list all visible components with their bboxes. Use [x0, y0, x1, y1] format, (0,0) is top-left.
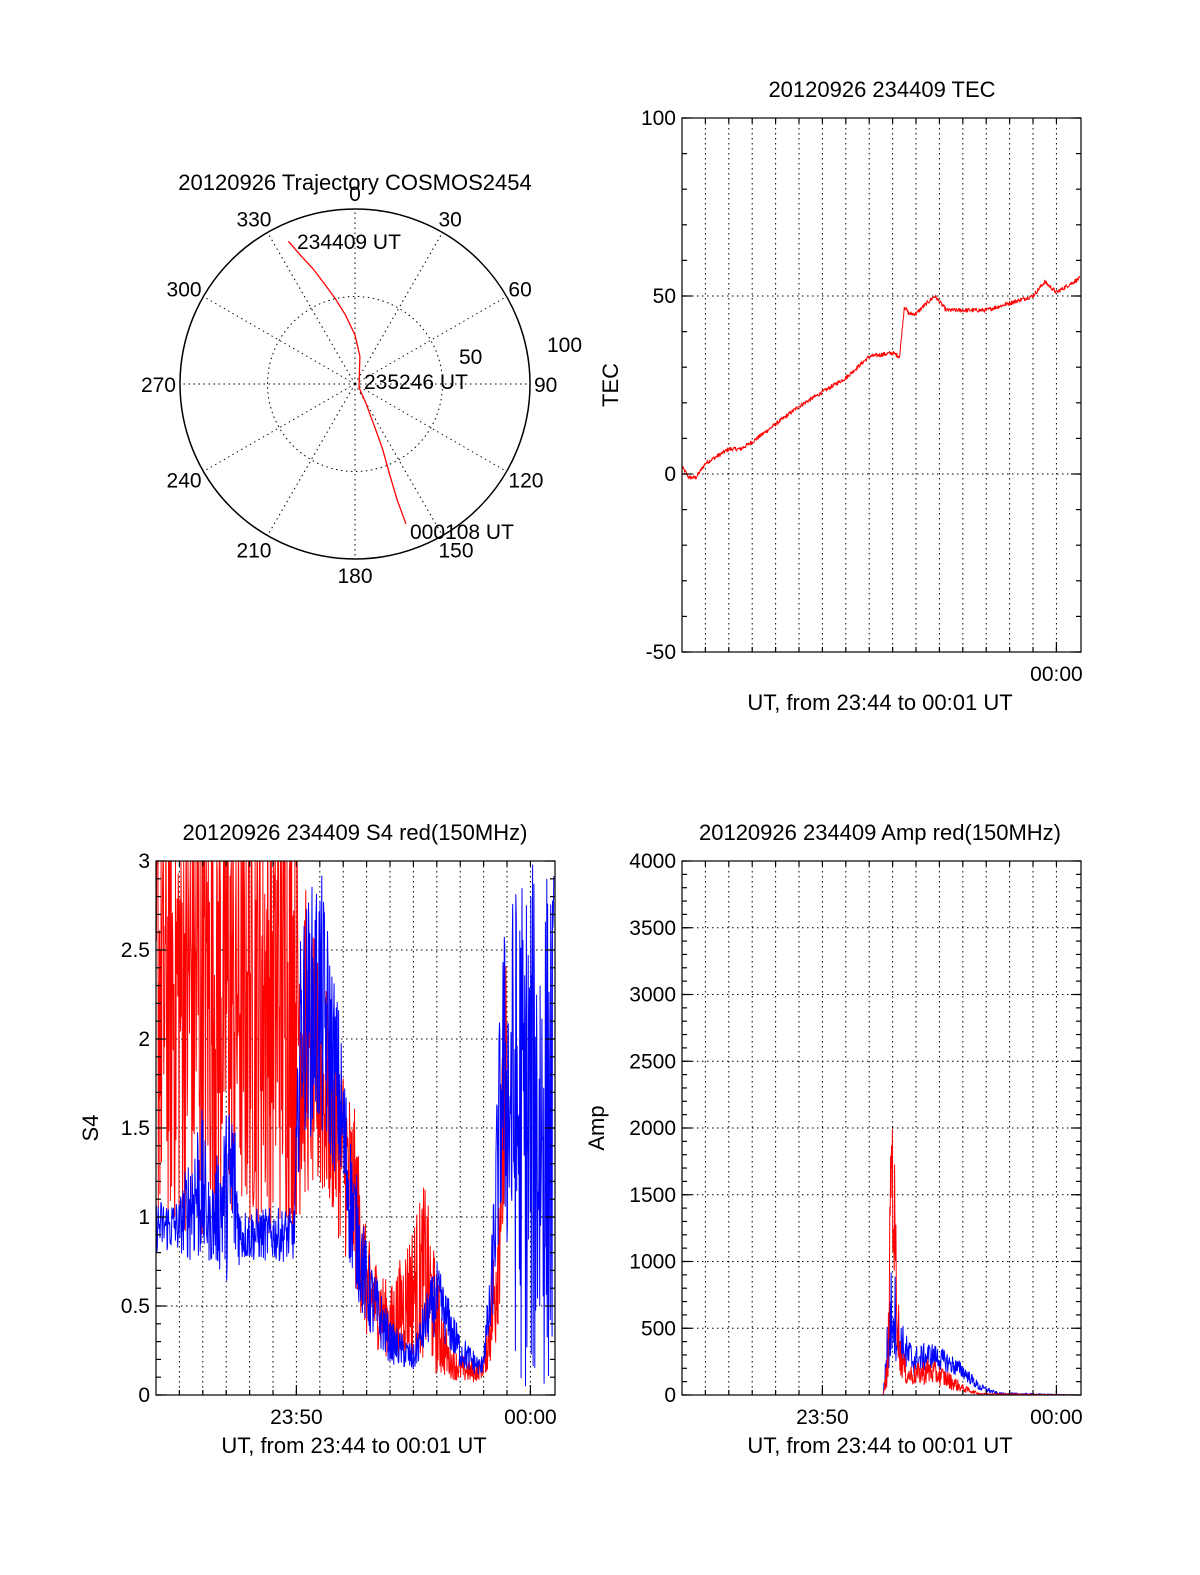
y-tick-label: 1 — [138, 1206, 150, 1229]
trajectory-start-label: 234409 UT — [297, 231, 401, 254]
y-tick-label: 1000 — [629, 1251, 676, 1274]
polar-grid-spoke — [354, 383, 507, 472]
amp-series-line-red — [681, 1128, 1080, 1396]
y-tick-label: 1.5 — [121, 1117, 150, 1140]
y-tick-label: 0 — [664, 463, 676, 486]
polar-grid-spoke — [354, 296, 507, 385]
tec-grid — [682, 118, 1081, 652]
y-tick-label: 1500 — [629, 1184, 676, 1207]
polar-grid-spoke — [203, 383, 356, 472]
amp-panel: 20120926 234409 Amp red(150MHz) 0 500 1000… — [584, 820, 1083, 1458]
polar-grid-spoke — [354, 383, 443, 536]
y-tick-label: 2.5 — [121, 939, 150, 962]
azimuth-label: 180 — [337, 565, 372, 588]
amp-series-line-blue — [681, 1272, 1080, 1396]
amp-ylabel: Amp — [584, 1105, 609, 1150]
radial-label-50: 50 — [459, 346, 482, 369]
azimuth-label: 150 — [439, 539, 474, 562]
y-tick-label: 0.5 — [121, 1295, 150, 1318]
y-tick-label: 3 — [138, 850, 150, 873]
y-tick-label: -50 — [646, 641, 676, 664]
amp-frame — [681, 860, 1082, 1396]
polar-grid-ring-50 — [267, 296, 443, 472]
y-tick-label: 3500 — [629, 917, 676, 940]
s4-series-line-red — [155, 860, 508, 1383]
trajectory-line — [287, 240, 407, 525]
azimuth-label: 300 — [167, 279, 202, 302]
s4-panel: 20120926 234409 S4 red(150MHz) 0 0.5 1 1.5 2… — [78, 820, 557, 1458]
radial-label-100: 100 — [547, 334, 582, 357]
polar-plot: 20120926 Trajectory COSMOS2454 0 30 60 90 12… — [141, 170, 582, 588]
azimuth-label: 210 — [236, 539, 271, 562]
y-tick-label: 2 — [138, 1028, 150, 1051]
azimuth-label: 120 — [508, 470, 543, 493]
y-tick-label: 100 — [641, 107, 676, 130]
amp-title: 20120926 234409 Amp red(150MHz) — [699, 820, 1061, 845]
polar-grid-spoke — [267, 383, 356, 536]
polar-grid-spoke — [354, 232, 443, 385]
polar-grid — [180, 209, 530, 559]
amp-series — [681, 1128, 1080, 1396]
amp-grid — [682, 861, 1081, 1395]
tec-series-line-red — [681, 276, 1081, 480]
tec-xlabel: UT, from 23:44 to 00:01 UT — [747, 690, 1012, 715]
azimuth-label: 240 — [167, 470, 202, 493]
y-tick-label: 50 — [653, 285, 676, 308]
y-tick-label: 0 — [138, 1384, 150, 1407]
tec-frame — [681, 117, 1082, 653]
y-tick-label: 2000 — [629, 1117, 676, 1140]
tec-title: 20120926 234409 TEC — [768, 77, 995, 102]
azimuth-label: 30 — [439, 209, 462, 232]
s4-series-line-blue — [155, 864, 555, 1387]
x-tick-label: 23:50 — [796, 1406, 849, 1429]
amp-xlabel: UT, from 23:44 to 00:01 UT — [747, 1433, 1012, 1458]
y-tick-label: 0 — [664, 1384, 676, 1407]
s4-ticks: 0 0.5 1 1.5 2 2.5 3 23:50 00:00 — [121, 850, 557, 1429]
azimuth-label: 270 — [141, 374, 176, 397]
s4-xlabel: UT, from 23:44 to 00:01 UT — [221, 1433, 486, 1458]
tec-series — [681, 276, 1081, 480]
azimuth-label: 60 — [508, 279, 531, 302]
s4-series — [155, 860, 555, 1387]
s4-title: 20120926 234409 S4 red(150MHz) — [183, 820, 528, 845]
tec-panel: 20120926 234409 TEC -50 0 50 100 00:00 TEC U… — [598, 77, 1083, 715]
amp-ticks: 0 500 1000 1500 2000 2500 3000 3500 4000 23:50 00:… — [629, 850, 1082, 1429]
y-tick-label: 4000 — [629, 850, 676, 873]
trajectory-series — [287, 240, 407, 525]
x-tick-label: 00:00 — [504, 1406, 557, 1429]
azimuth-labels: 0 30 60 90 120 150 180 210 240 270 300 330 — [141, 183, 557, 588]
tec-ticks: -50 0 50 100 00:00 — [641, 107, 1083, 686]
x-tick-label: 00:00 — [1030, 663, 1083, 686]
polar-outer-ring — [179, 208, 531, 560]
s4-ylabel: S4 — [78, 1115, 103, 1142]
x-tick-label: 23:50 — [270, 1406, 323, 1429]
azimuth-label: 330 — [236, 209, 271, 232]
azimuth-label: 0 — [349, 183, 361, 206]
tec-ylabel: TEC — [598, 363, 623, 407]
y-tick-label: 3000 — [629, 984, 676, 1007]
polar-grid-spoke — [267, 232, 356, 385]
polar-title: 20120926 Trajectory COSMOS2454 — [178, 170, 531, 195]
y-tick-label: 500 — [641, 1317, 676, 1340]
y-tick-label: 2500 — [629, 1050, 676, 1073]
azimuth-label: 90 — [534, 374, 557, 397]
x-tick-label: 00:00 — [1030, 1406, 1083, 1429]
trajectory-end-label: 000108 UT — [410, 521, 514, 544]
trajectory-mid-label: 235246 UT — [364, 371, 468, 394]
polar-grid-spoke — [203, 296, 356, 385]
